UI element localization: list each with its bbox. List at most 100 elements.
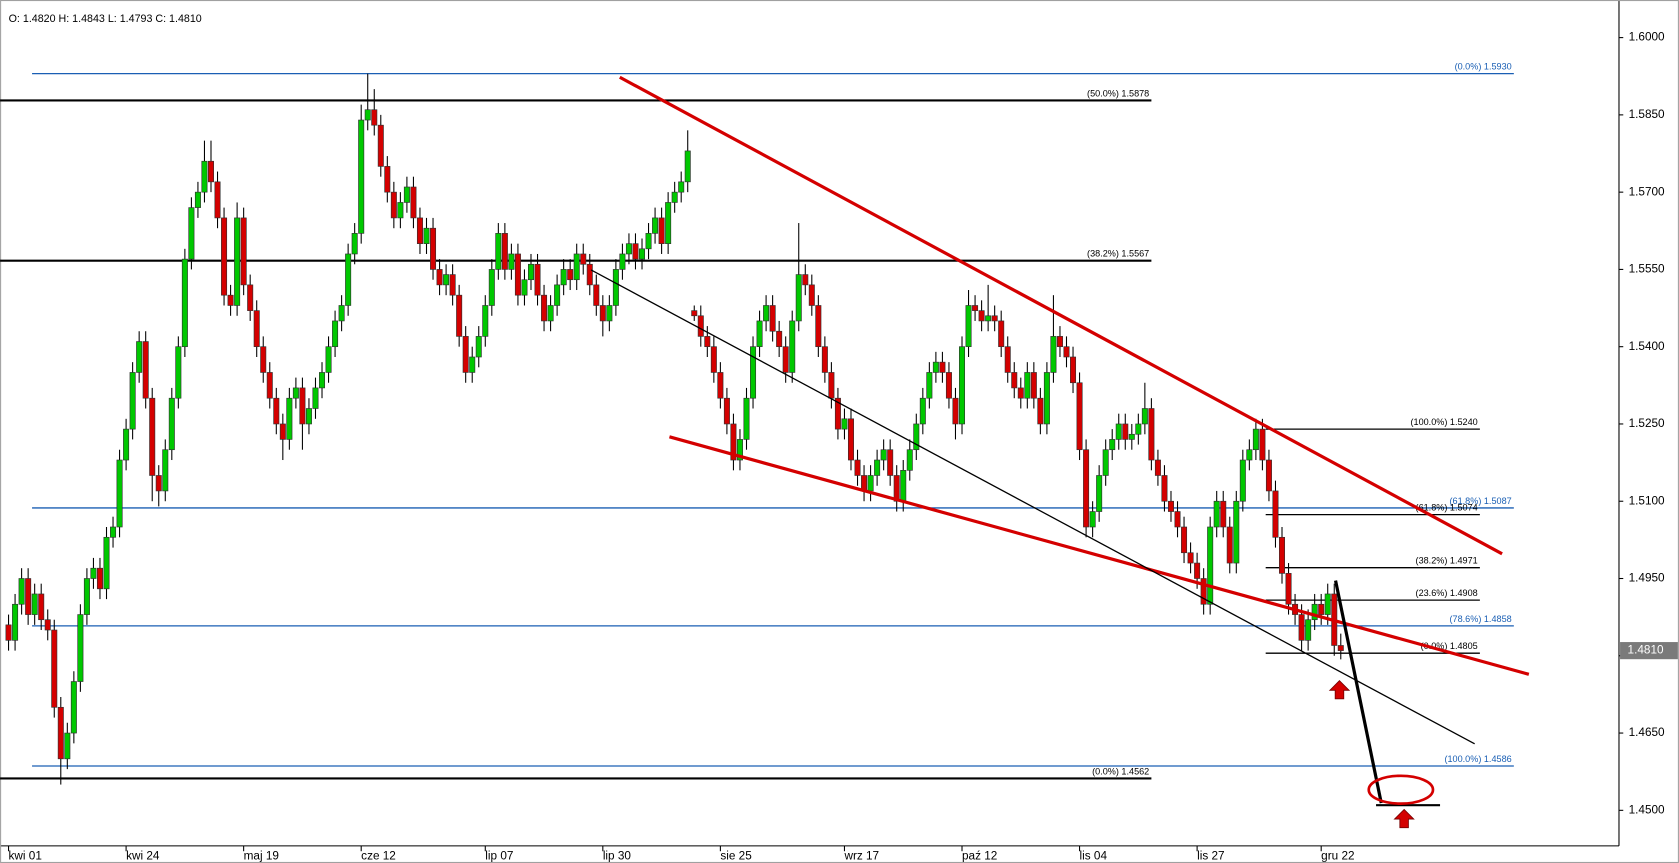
fib-level-label: (78.6%) 1.4858 bbox=[1450, 614, 1512, 624]
y-tick-label: 1.6000 bbox=[1629, 31, 1665, 44]
candle-body bbox=[625, 243, 632, 255]
candle-body bbox=[723, 397, 730, 425]
candle-body bbox=[83, 578, 90, 615]
candle-body bbox=[31, 593, 38, 615]
candle-body bbox=[1167, 500, 1174, 512]
candle-body bbox=[952, 397, 959, 425]
candle-body bbox=[188, 207, 195, 260]
candle-body bbox=[893, 475, 900, 502]
y-tick-label: 1.5550 bbox=[1629, 263, 1665, 276]
candle-body bbox=[207, 160, 214, 183]
candle-body bbox=[1154, 459, 1161, 476]
candle-body bbox=[808, 284, 815, 306]
candle-body bbox=[1148, 408, 1155, 461]
candle-body bbox=[142, 341, 149, 399]
candle-body bbox=[286, 397, 293, 440]
candle-body bbox=[717, 372, 724, 399]
candle-body bbox=[443, 274, 450, 286]
x-tick-label: lis 04 bbox=[1080, 850, 1108, 863]
candle-body bbox=[234, 217, 241, 306]
candle-body bbox=[743, 397, 750, 440]
target-ellipse bbox=[1367, 774, 1435, 805]
candle-body bbox=[534, 263, 541, 296]
candle-body bbox=[736, 439, 743, 461]
candle-body bbox=[1024, 372, 1031, 399]
candle-body bbox=[175, 346, 182, 399]
candle-body bbox=[991, 315, 998, 322]
candle-body bbox=[1181, 526, 1188, 554]
candle-body bbox=[880, 449, 887, 461]
candle-body bbox=[1298, 614, 1305, 641]
trendline bbox=[619, 75, 1503, 556]
candle-body bbox=[364, 109, 371, 121]
candle-body bbox=[756, 320, 763, 348]
candle-body bbox=[691, 310, 698, 317]
candle-body bbox=[586, 263, 593, 286]
candle-body bbox=[1233, 500, 1240, 564]
candle-body bbox=[612, 269, 619, 306]
candle-body bbox=[5, 624, 12, 641]
candle-body bbox=[299, 387, 306, 425]
candle-body bbox=[639, 248, 646, 260]
candle-body bbox=[541, 294, 548, 322]
x-tick-label: lip 07 bbox=[485, 850, 513, 863]
candle-body bbox=[1324, 593, 1331, 615]
fib-level-label: (61.8%) 1.5087 bbox=[1450, 496, 1512, 506]
candle-body bbox=[959, 346, 966, 425]
candle-body bbox=[1141, 408, 1148, 425]
candle-body bbox=[462, 336, 469, 373]
candle-body bbox=[149, 397, 156, 476]
candle-body bbox=[273, 397, 280, 425]
candle-body bbox=[430, 227, 437, 270]
candle-body bbox=[345, 253, 352, 306]
candle-body bbox=[1213, 500, 1220, 528]
candle-body bbox=[57, 706, 64, 760]
candle-body bbox=[1004, 346, 1011, 373]
candle-body bbox=[945, 372, 952, 399]
candle-body bbox=[1272, 490, 1279, 538]
candle-body bbox=[926, 372, 933, 399]
candle-body bbox=[96, 567, 103, 590]
candle-body bbox=[1252, 428, 1259, 451]
candle-body bbox=[1056, 336, 1063, 348]
trendline bbox=[669, 435, 1530, 676]
y-tick-label: 1.4500 bbox=[1629, 803, 1665, 816]
candle-body bbox=[913, 423, 920, 451]
candle-body bbox=[38, 593, 45, 621]
candle-body bbox=[828, 372, 835, 399]
candle-body bbox=[1285, 573, 1292, 605]
candle-body bbox=[874, 459, 881, 476]
candle-body bbox=[697, 315, 704, 337]
fib-level-label: (100.0%) 1.4586 bbox=[1444, 754, 1511, 764]
candle-body bbox=[567, 269, 574, 281]
candle-body bbox=[1259, 428, 1266, 461]
signal-arrow bbox=[1393, 808, 1415, 829]
candle-body bbox=[260, 346, 267, 373]
candle-body bbox=[704, 336, 711, 348]
candle-body bbox=[932, 361, 939, 373]
candle-body bbox=[1265, 459, 1272, 492]
signal-arrow bbox=[1328, 680, 1351, 700]
fib-level-label: (100.0%) 1.5240 bbox=[1410, 417, 1477, 427]
y-tick-label: 1.4950 bbox=[1629, 572, 1665, 585]
candle-body bbox=[527, 263, 534, 281]
ohlc-header: O: 1.4820 H: 1.4843 L: 1.4793 C: 1.4810 bbox=[9, 13, 202, 25]
candle-body bbox=[110, 526, 117, 538]
candle-body bbox=[665, 202, 672, 244]
candle-body bbox=[116, 459, 123, 528]
candle-body bbox=[1017, 387, 1024, 399]
candle-body bbox=[769, 305, 776, 332]
candle-body bbox=[351, 233, 358, 255]
candle-body bbox=[240, 217, 247, 286]
candle-body bbox=[44, 619, 51, 631]
candle-body bbox=[475, 336, 482, 358]
fib-level-label: (23.6%) 1.4908 bbox=[1416, 588, 1478, 598]
candle-body bbox=[678, 181, 685, 193]
candle-body bbox=[1109, 439, 1116, 451]
candle-body bbox=[12, 603, 19, 641]
candle-body bbox=[123, 428, 130, 461]
candle-body bbox=[593, 284, 600, 306]
